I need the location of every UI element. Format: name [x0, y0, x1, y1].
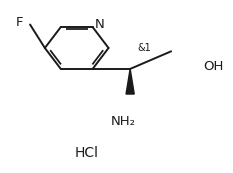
Polygon shape — [126, 69, 134, 94]
Text: N: N — [95, 18, 105, 31]
Text: &1: &1 — [137, 43, 151, 53]
Text: HCl: HCl — [75, 146, 99, 160]
Text: NH₂: NH₂ — [111, 115, 136, 128]
Text: F: F — [16, 16, 24, 29]
Text: OH: OH — [203, 60, 223, 73]
